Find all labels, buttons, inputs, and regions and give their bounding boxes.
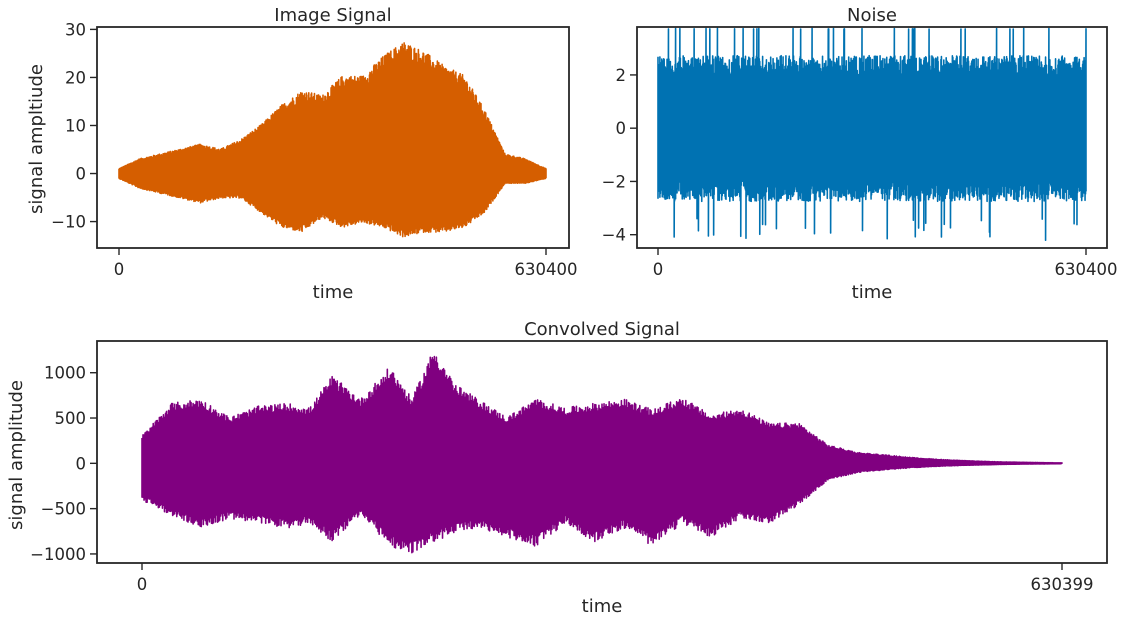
- convolved-signal-ytick-label: 500: [55, 409, 87, 428]
- convolved-signal-yticks: −1000 −500 0 500 1000: [30, 364, 97, 564]
- image-signal-xticks: 0 630400: [114, 248, 578, 279]
- convolved-signal-xtick-label: 630399: [1031, 575, 1094, 594]
- convolved-signal-ytick-label: −500: [41, 500, 86, 519]
- image-signal-ytick-label: −10: [51, 213, 86, 232]
- convolved-signal-xticks: 0 630399: [137, 563, 1094, 594]
- image-signal-yticks: −10 0 10 20 30: [51, 20, 97, 232]
- image-signal-xlabel: time: [313, 282, 354, 303]
- convolved-signal-ylabel: signal amplitude: [6, 380, 27, 530]
- image-signal-ytick-label: 10: [65, 116, 86, 135]
- noise-panel: Noise time 0 630400 −4 −2 0 2: [602, 5, 1118, 303]
- image-signal-plot-area: [96, 26, 570, 249]
- image-signal-ylabel: signal ampltiude: [26, 64, 47, 214]
- noise-title: Noise: [847, 5, 897, 26]
- convolved-signal-ytick-label: 0: [76, 454, 87, 473]
- image-signal-panel: Image Signal time signal ampltiude 0 6304…: [26, 5, 578, 303]
- noise-xtick-label: 630400: [1055, 260, 1118, 279]
- convolved-signal-title: Convolved Signal: [524, 319, 680, 340]
- convolved-signal-series-line: [141, 355, 1063, 554]
- noise-ytick-label: 2: [616, 66, 627, 85]
- noise-xlabel: time: [852, 282, 893, 303]
- convolved-signal-xtick-label: 0: [137, 575, 148, 594]
- noise-ytick-label: −2: [602, 172, 626, 191]
- convolved-signal-ytick-label: 1000: [44, 364, 86, 383]
- noise-ytick-label: 0: [616, 119, 627, 138]
- convolved-signal-plot-area: [96, 340, 1108, 564]
- noise-series-line: [657, 27, 1087, 242]
- noise-marks: [657, 27, 1087, 242]
- image-signal-xtick-label: 630400: [515, 260, 578, 279]
- image-signal-series-line: [118, 42, 547, 238]
- noise-ytick-label: −4: [602, 226, 626, 245]
- noise-xtick-label: 0: [653, 260, 664, 279]
- image-signal-marks: [118, 42, 547, 238]
- noise-plot-area: [636, 26, 1108, 249]
- noise-yticks: −4 −2 0 2: [602, 66, 637, 245]
- noise-xticks: 0 630400: [653, 248, 1118, 279]
- image-signal-ytick-label: 20: [65, 68, 86, 87]
- image-signal-title: Image Signal: [274, 5, 391, 26]
- convolved-signal-panel: Convolved Signal time signal amplitude 0…: [6, 319, 1108, 617]
- convolved-signal-ytick-label: −1000: [30, 545, 86, 564]
- image-signal-ytick-label: 0: [76, 165, 87, 184]
- convolved-signal-xlabel: time: [582, 596, 623, 617]
- image-signal-ytick-label: 30: [65, 20, 86, 39]
- convolved-signal-marks: [141, 355, 1063, 554]
- image-signal-xtick-label: 0: [114, 260, 125, 279]
